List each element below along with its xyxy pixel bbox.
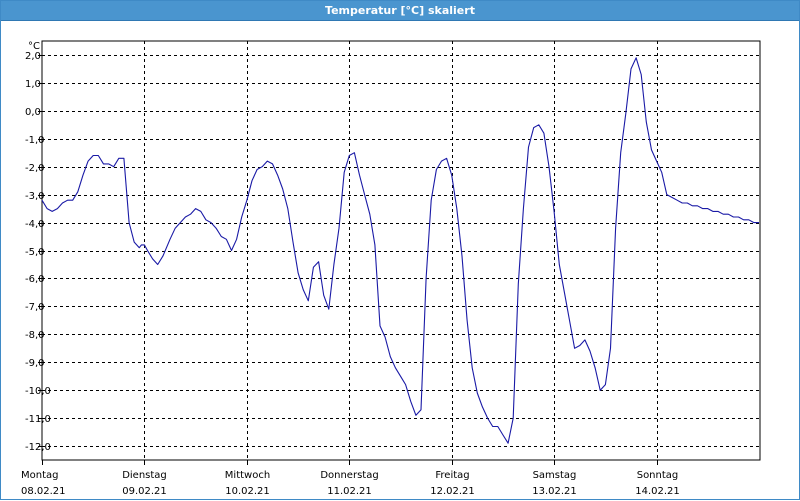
y-tick-label: -4,0 [25, 219, 45, 230]
x-tick-date-label: 12.02.21 [430, 486, 475, 497]
temperature-series-line [41, 57, 759, 444]
x-tick-date-label: 14.02.21 [635, 486, 680, 497]
x-tick-date-label: 13.02.21 [532, 486, 577, 497]
y-tick-label: 1,0 [25, 79, 41, 90]
x-tick-day-label: Freitag [435, 470, 469, 481]
x-tick-day-label: Sonntag [637, 470, 679, 481]
y-tick-label: -5,0 [25, 247, 45, 258]
x-tick-day-label: Samstag [533, 470, 577, 481]
y-axis-label: °C [28, 41, 40, 52]
y-tick-label: -11,0 [25, 414, 51, 425]
y-tick-label: -1,0 [25, 135, 45, 146]
y-tick-label: -7,0 [25, 302, 45, 313]
x-tick-day-label: Donnerstag [320, 470, 378, 481]
x-tick-day-label: Montag [21, 470, 58, 481]
y-tick-label: -6,0 [25, 274, 45, 285]
window-title: Temperatur [°C] skaliert [1, 1, 799, 21]
x-tick-date-label: 11.02.21 [327, 486, 372, 497]
x-tick-day-label: Dienstag [122, 470, 167, 481]
x-tick-date-label: 08.02.21 [21, 486, 66, 497]
y-tick-label: 0,0 [25, 107, 41, 118]
y-tick-label: -10,0 [25, 386, 51, 397]
y-tick-label: -3,0 [25, 191, 45, 202]
plot-frame [41, 40, 761, 461]
y-tick-label: 2,0 [25, 51, 41, 62]
x-tick-day-label: Mittwoch [225, 470, 270, 481]
y-tick-label: -2,0 [25, 163, 45, 174]
y-tick-label: -9,0 [25, 358, 45, 369]
x-tick-date-label: 10.02.21 [225, 486, 270, 497]
y-tick-label: -12,0 [25, 442, 51, 453]
x-tick-date-label: 09.02.21 [122, 486, 167, 497]
y-tick-label: -8,0 [25, 330, 45, 341]
